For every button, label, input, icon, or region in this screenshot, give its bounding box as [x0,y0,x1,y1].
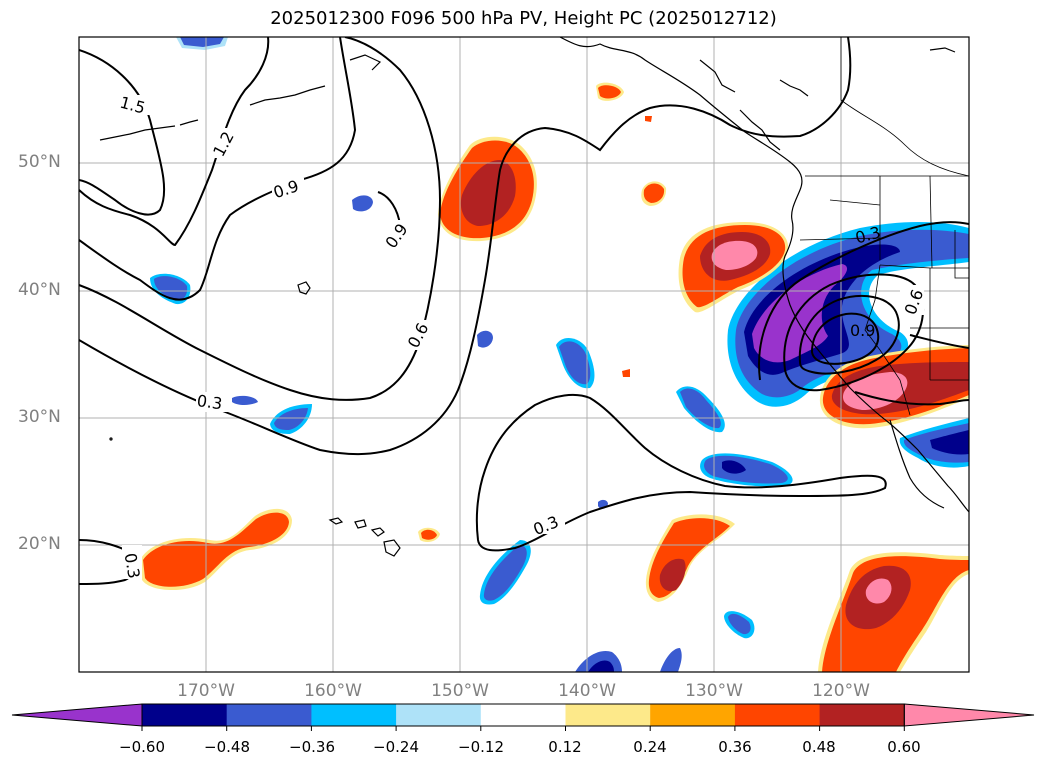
pv-negative-blob-148w [479,540,531,605]
colorbar-segment [565,704,651,726]
colorbar-segment [396,704,482,726]
hawaiian-islands [109,281,401,557]
colorbar-tick-label: 0.24 [633,738,667,756]
state-borders [799,37,969,416]
pv-positive-blob-southeast [818,552,969,672]
colorbar-outline [141,703,905,727]
colorbar-tick-label: 0.60 [887,738,921,756]
contour-0.3-main [79,37,852,456]
contour-cutoff-southeast [854,391,969,406]
colorbar-tick-label: 0.36 [718,738,752,756]
lon-label-120w: 120°W [812,681,870,701]
colorbar-tick-label: −0.36 [289,738,335,756]
map-title: 2025012300 F096 500 hPa PV, Height PC (2… [270,8,777,29]
colorbar-segment [311,704,397,726]
lon-label-130w: 130°W [685,681,743,701]
pv-negative-blob-162w [232,395,312,434]
coastlines [99,37,969,513]
contour-label-0.3-a: 0.3 [196,391,224,413]
map-frame [78,36,970,673]
colorbar-segment [734,704,821,726]
pv-negative-blob-133w [676,386,725,433]
colorbar-tick-label: −0.48 [204,738,250,756]
contour-0.6 [79,37,442,401]
contour-cutoff-east [909,334,969,349]
pv-negative-blob-north-pacific [352,195,373,212]
pv-negative-blob-146w [477,330,493,348]
pv-negative-band-subtropics [700,453,793,487]
colorbar-extend-low [11,703,143,727]
pv-negative-blob-129w-south [724,611,755,639]
lon-label-150w: 150°W [431,681,489,701]
pv-positive-dot-hawaii [418,369,630,542]
pv-positive-band-west [140,508,292,591]
colorbar-tick-label: 0.12 [548,738,582,756]
lat-label-50n: 50°N [18,152,61,172]
pv-negative-blob-dateline [150,273,191,305]
colorbar-segment [480,704,566,726]
height-contours [79,37,969,585]
contour-cutoff-ring-2 [798,295,900,375]
pv-negative-blob-top-left [176,37,228,50]
pv-positive-blob-150w [438,136,537,242]
lon-label-160w: 160°W [304,681,362,701]
lon-label-170w: 170°W [177,681,235,701]
lon-label-140w: 140°W [558,681,616,701]
contour-1.2 [79,37,270,247]
contour-label-0.3-c: 0.3 [121,552,144,580]
colorbar-segment [650,704,736,726]
colorbar-extend-high [903,703,1035,727]
colorbar [11,703,1035,731]
contour-0.3-subtropical [475,393,887,552]
lat-label-30n: 30°N [18,407,61,427]
contour-0.9-west [79,37,357,301]
contour-label-0.9-c: 0.9 [850,321,875,340]
contour-cutoff-ring-3 [810,312,880,365]
colorbar-tick-label: −0.24 [373,738,419,756]
lat-label-20n: 20°N [18,534,61,554]
colorbar-segment [142,704,228,726]
pv-positive-blob-135w [641,181,667,206]
lat-label-40n: 40°N [18,280,61,300]
colorbar-tick-label: 0.48 [802,738,836,756]
pv-positive-blob-alaska [596,82,652,122]
pv-positive-blob-128w [678,222,789,313]
colorbar-segment [819,704,905,726]
colorbar-tick-label: −0.12 [458,738,504,756]
pv-negative-blob-138w [556,337,595,389]
pv-negative-blob-bottom [575,648,682,672]
colorbar-segment [226,704,312,726]
contour-cutoff-outer [758,221,969,381]
colorbar-tick-label: −0.60 [119,738,165,756]
pv-positive-blob-131w [645,514,735,602]
contour-1.5 [79,49,166,216]
